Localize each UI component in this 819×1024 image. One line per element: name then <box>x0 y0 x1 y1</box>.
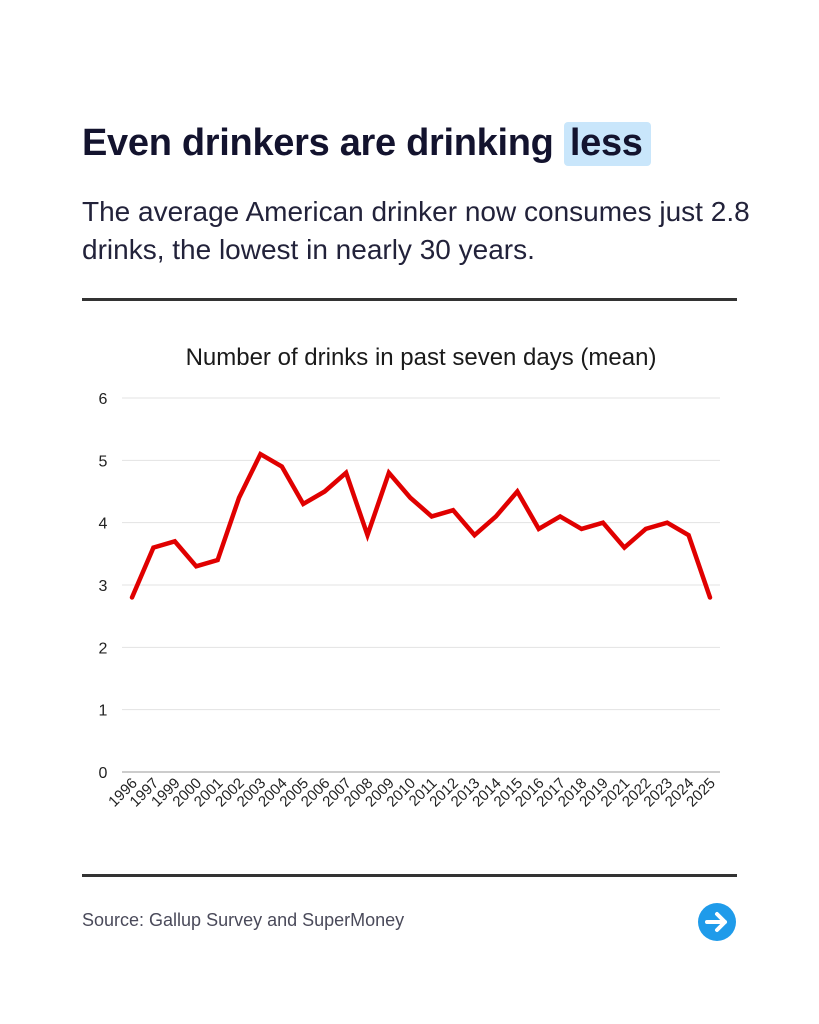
top-divider <box>82 298 737 301</box>
series-line <box>129 450 713 600</box>
y-tick-label: 6 <box>99 391 108 408</box>
y-tick-label: 0 <box>99 765 108 782</box>
y-tick-label: 2 <box>99 640 108 657</box>
arrow-right-circle-icon[interactable] <box>698 903 736 941</box>
headline-main: Even drinkers are drinking <box>82 122 554 164</box>
y-tick-label: 1 <box>99 703 108 720</box>
headline-highlight: less <box>563 122 651 166</box>
source-note: Source: Gallup Survey and SuperMoney <box>82 910 405 930</box>
bottom-divider <box>82 874 737 877</box>
y-tick-label: 5 <box>99 453 108 470</box>
y-tick-label: 3 <box>99 578 108 595</box>
chart-title: Number of drinks in past seven days (mea… <box>186 344 657 371</box>
y-tick-label: 4 <box>99 516 108 533</box>
subtitle: The average American drinker now consume… <box>82 196 750 265</box>
headline: Even drinkers are drinking less <box>82 122 651 166</box>
